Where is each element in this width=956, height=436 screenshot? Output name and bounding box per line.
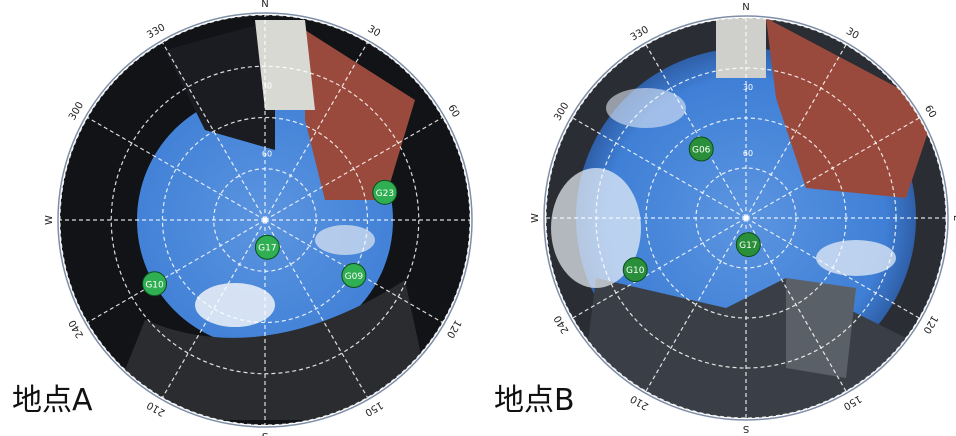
azimuth-label: 240 [552,313,571,335]
cardinal-label: E [951,215,956,221]
satellite-id: G10 [145,280,164,290]
azimuth-line [264,219,443,324]
satellite-id: G17 [258,244,276,254]
azimuth-line [572,217,747,319]
building [786,278,856,378]
azimuth-label: 330 [145,22,167,41]
cardinal-label: W [44,215,55,225]
azimuth-line [745,217,847,392]
azimuth-label: 150 [841,392,863,411]
elevation-label: 30 [743,83,753,92]
satellite-id: G10 [626,266,645,276]
satellite-marker [254,234,280,260]
azimuth-line [87,219,266,324]
cardinal-label: N [742,2,749,13]
satellite-id: G09 [345,272,364,282]
azimuth-line [645,217,747,392]
brick-building [766,18,936,198]
azimuth-line [745,217,920,319]
fisheye-sky-image-b: 60 30 N E S W 30 60 120 150 210 240 300 330 G06 G17 G10 [530,2,956,434]
elevation-label: 30 [262,82,272,91]
building [716,18,766,78]
building [255,20,315,110]
azimuth-line [161,42,266,221]
azimuth-label: 240 [67,318,86,340]
elevation-ring [110,65,420,375]
cloud [606,88,686,128]
satellite-marker [341,263,367,289]
satellite-id: G17 [739,241,757,251]
cloud [195,283,275,327]
elevation-label: 60 [743,149,753,158]
site-label: 地点B [494,383,575,418]
satellite-marker [688,136,714,162]
azimuth-line [264,116,443,221]
cardinal-label: W [530,213,541,223]
azimuth-label: 300 [67,100,86,122]
azimuth-label: 300 [552,101,571,123]
fisheye-sky-image-a: 60 30 N E S W 30 60 120 150 210 240 300 330 G23 G17 G09 G… [44,0,478,436]
cardinal-label: E [475,217,478,223]
zenith-point [743,215,749,221]
satellite-marker [142,271,168,297]
azimuth-label: 330 [629,24,651,43]
site-label: 地点A [12,383,93,418]
azimuth-line [161,219,266,398]
azimuth-line [572,117,747,219]
cloud [551,168,641,288]
azimuth-line [264,219,369,398]
cardinal-label: S [262,430,268,436]
satellite-id: G06 [692,146,711,156]
building [165,20,275,150]
cloud [816,240,896,276]
azimuth-label: 120 [920,313,939,335]
cloud [315,225,375,255]
azimuth-line [87,116,266,221]
azimuth-label: 30 [844,26,861,42]
building [105,280,435,420]
azimuth-line [745,44,847,219]
satellite-id: G23 [376,189,394,199]
satellite-marker [372,179,398,205]
azimuth-label: 210 [629,392,651,411]
azimuth-label: 150 [363,399,385,418]
azimuth-line [745,117,920,219]
sky-plot-site-a: 60 30 N E S W 30 60 120 150 210 240 300 330 G23 G17 G09 G… [12,0,478,436]
zenith-point [262,217,268,223]
azimuth-line [264,42,369,221]
cardinal-label: S [743,423,749,434]
azimuth-label: 60 [445,103,461,120]
elevation-label: 60 [262,149,272,158]
azimuth-label: 120 [444,318,463,340]
elevation-ring [161,116,369,324]
azimuth-label: 60 [922,103,938,120]
satellite-marker [622,257,648,283]
cardinal-label: N [261,0,268,10]
azimuth-line [645,44,747,219]
sky-plot-site-b: 6030NESW3060120150210240300330G06G17G10 … [478,0,956,436]
azimuth-label: 210 [145,399,167,418]
satellite-marker [735,232,761,258]
brick-building [305,30,415,200]
azimuth-label: 30 [365,24,382,40]
